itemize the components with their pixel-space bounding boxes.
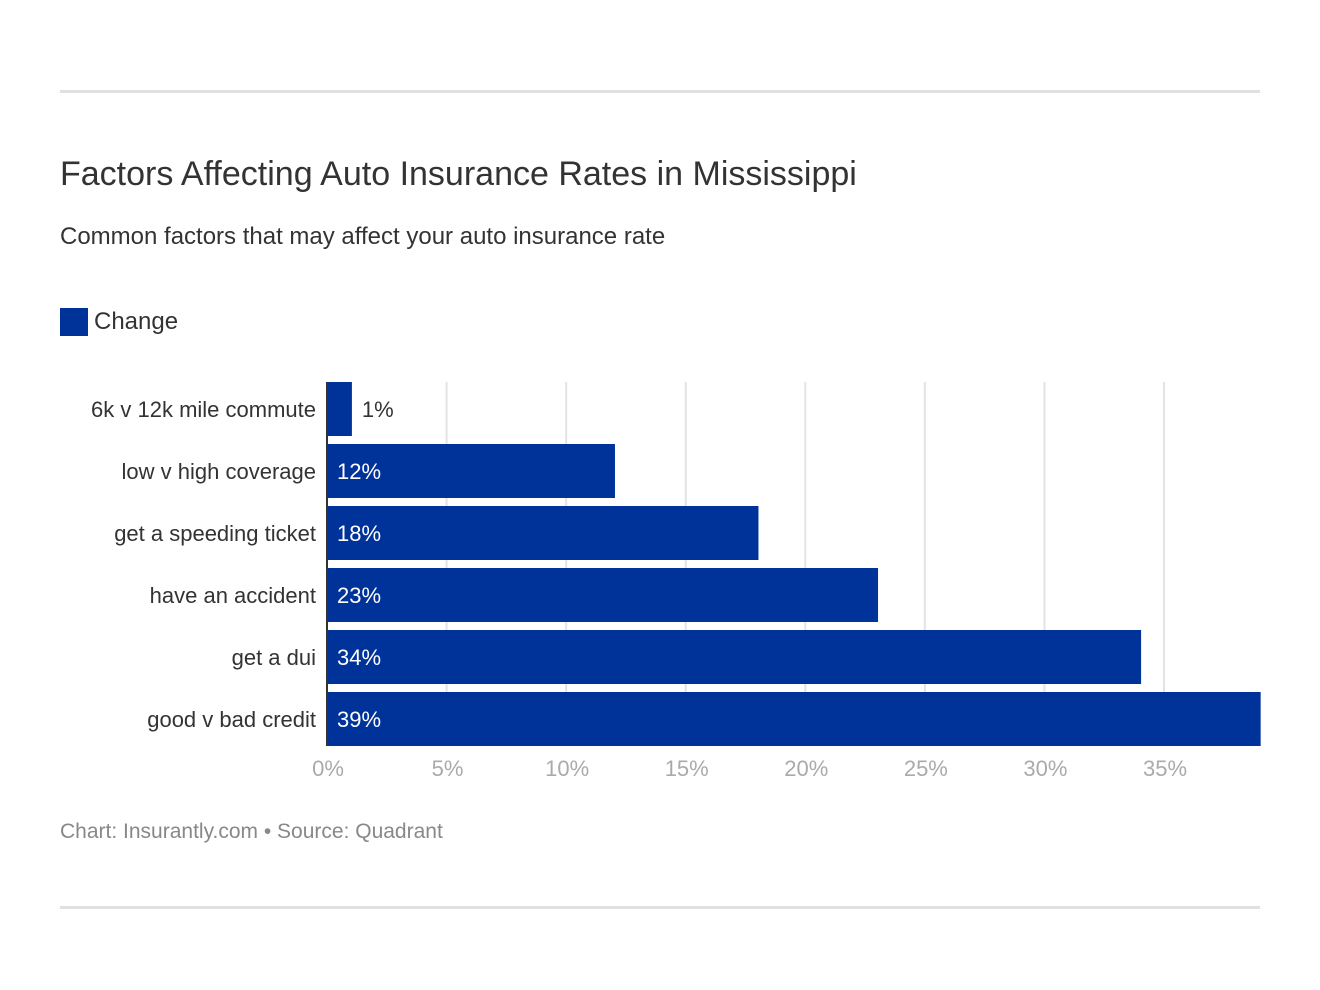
x-tick-label: 25%: [904, 756, 948, 781]
data-label: 12%: [337, 459, 381, 484]
top-divider: [60, 90, 1260, 93]
x-tick-label: 5%: [432, 756, 464, 781]
x-tick-label: 20%: [784, 756, 828, 781]
bar: [328, 444, 615, 498]
chart-title: Factors Affecting Auto Insurance Rates i…: [60, 155, 857, 193]
category-label: get a dui: [232, 645, 316, 670]
data-label: 34%: [337, 645, 381, 670]
bar: [328, 692, 1261, 746]
x-tick-label: 15%: [665, 756, 709, 781]
data-label: 18%: [337, 521, 381, 546]
chart-subtitle: Common factors that may affect your auto…: [60, 223, 666, 250]
data-label: 23%: [337, 583, 381, 608]
bar: [328, 568, 879, 622]
x-tick-label: 30%: [1023, 756, 1067, 781]
bar: [328, 382, 352, 436]
chart-footer: Chart: Insurantly.com • Source: Quadrant: [60, 820, 443, 843]
category-label: good v bad credit: [147, 707, 316, 732]
category-label: low v high coverage: [122, 459, 316, 484]
bottom-divider: [60, 906, 1260, 909]
category-label: 6k v 12k mile commute: [91, 397, 316, 422]
data-label: 39%: [337, 707, 381, 732]
x-tick-label: 0%: [312, 756, 344, 781]
legend-label: Change: [94, 308, 179, 335]
category-label: have an accident: [150, 583, 316, 608]
bar: [328, 506, 759, 560]
legend-swatch: [60, 308, 88, 336]
x-tick-label: 10%: [545, 756, 589, 781]
data-label: 1%: [362, 397, 394, 422]
category-label: get a speeding ticket: [114, 521, 316, 546]
legend: Change: [60, 308, 178, 336]
bar: [328, 630, 1142, 684]
x-tick-label: 35%: [1143, 756, 1187, 781]
